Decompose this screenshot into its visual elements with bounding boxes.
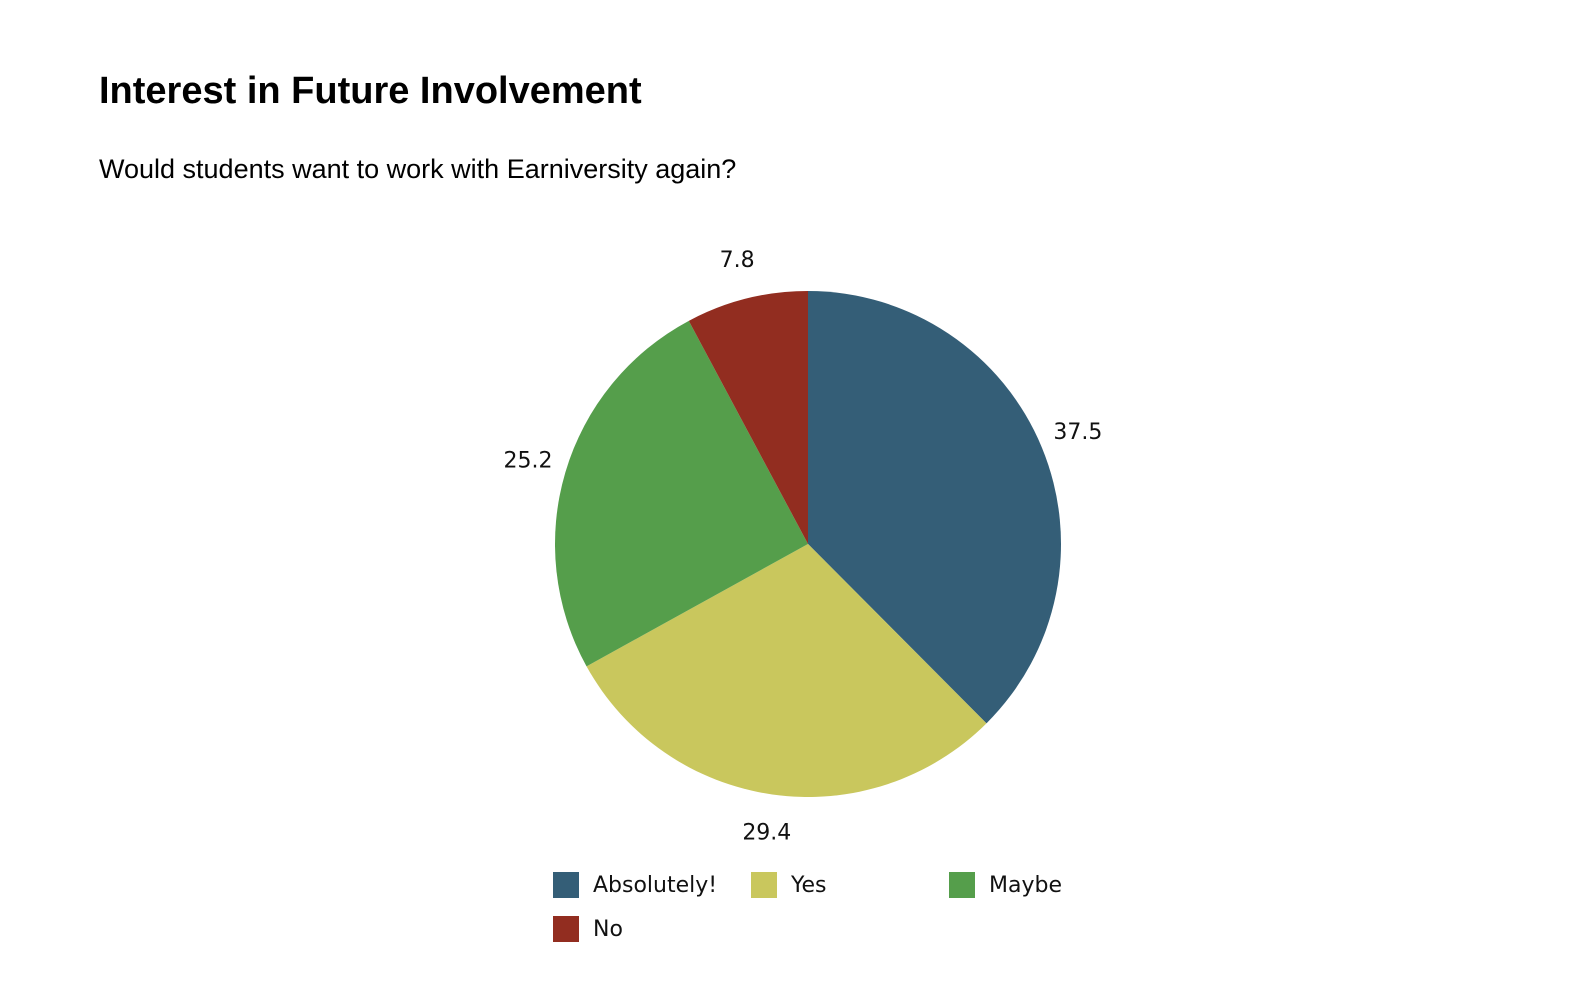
chart-subtitle: Would students want to work with Earnive… <box>99 154 737 184</box>
legend-swatch-yes <box>751 872 777 898</box>
legend-swatch-no <box>553 916 579 942</box>
chart-title: Interest in Future Involvement <box>99 70 642 112</box>
data-label-no: 7.8 <box>720 248 755 273</box>
legend-label-yes: Yes <box>791 872 827 898</box>
legend-item-yes: Yes <box>751 872 949 898</box>
data-label-yes: 29.4 <box>742 821 791 846</box>
legend-item-no: No <box>553 916 751 942</box>
legend-label-maybe: Maybe <box>989 872 1062 898</box>
pie-slice-absolutely <box>808 291 1062 724</box>
legend-label-no: No <box>593 916 623 942</box>
legend-label-absolutely: Absolutely! <box>593 872 718 898</box>
data-label-absolutely: 37.5 <box>1053 420 1102 445</box>
pie-slice-yes <box>586 544 987 797</box>
legend: Absolutely! Yes Maybe No <box>553 872 1113 942</box>
legend-item-absolutely: Absolutely! <box>553 872 751 898</box>
data-label-maybe: 25.2 <box>504 449 553 474</box>
pie-slice-maybe <box>555 320 808 667</box>
legend-item-maybe: Maybe <box>949 872 1113 898</box>
pie-slice-no <box>688 291 808 544</box>
legend-swatch-maybe <box>949 872 975 898</box>
legend-swatch-absolutely <box>553 872 579 898</box>
